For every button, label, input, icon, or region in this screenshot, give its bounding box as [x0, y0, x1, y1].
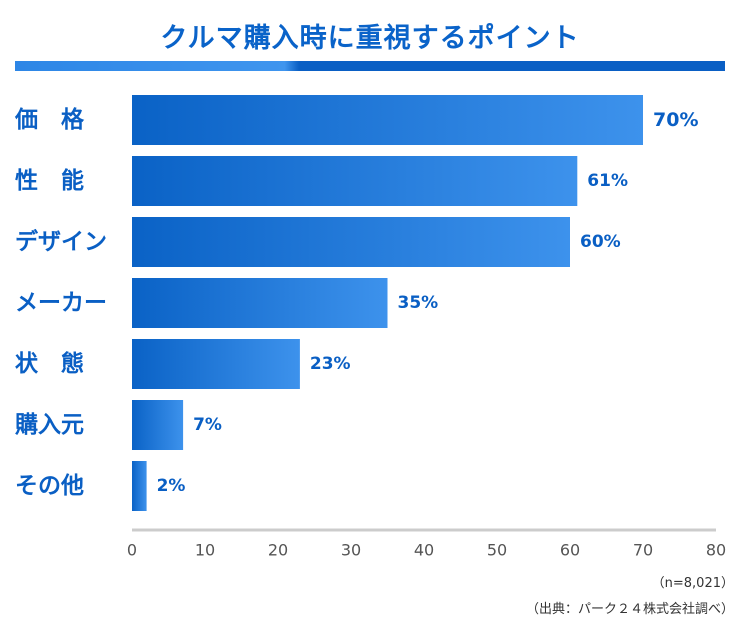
bar — [132, 278, 388, 328]
data-label: 7% — [193, 415, 222, 435]
data-label: 70% — [653, 109, 698, 131]
x-tick-label: 70 — [633, 541, 653, 560]
chart-title: クルマ購入時に重視するポイント — [160, 23, 580, 54]
bar — [132, 400, 184, 450]
source-note: （出典：パーク２４株式会社調べ） — [525, 602, 734, 617]
bar — [132, 461, 147, 511]
data-label: 60% — [580, 232, 621, 252]
x-tick-label: 40 — [414, 541, 434, 560]
data-label: 35% — [398, 293, 439, 313]
title-underline — [15, 61, 725, 71]
data-label: 2% — [157, 476, 186, 496]
data-label: 23% — [310, 354, 351, 374]
bar — [132, 95, 643, 145]
category-label: デザイン — [15, 228, 107, 255]
category-label: その他 — [15, 473, 84, 499]
category-label: 価 格 — [14, 106, 85, 133]
data-label: 61% — [587, 171, 628, 191]
x-tick-label: 80 — [706, 541, 726, 560]
sample-size-note: （n=8,021） — [651, 576, 734, 591]
x-tick-label: 20 — [268, 541, 288, 560]
x-tick-label: 30 — [341, 541, 361, 560]
category-label: 状 態 — [15, 350, 84, 377]
x-tick-label: 10 — [195, 541, 215, 560]
bar — [132, 339, 300, 389]
x-tick-label: 0 — [127, 541, 137, 560]
bar — [132, 217, 570, 267]
bar — [132, 156, 578, 206]
bar-chart: 価 格 70% 性 能 61% デザイン 60% メーカー 35% 状 態 23% 購入元 7% その他… — [14, 95, 726, 560]
category-label: 購入元 — [15, 412, 84, 438]
x-tick-label: 50 — [487, 541, 507, 560]
x-tick-label: 60 — [560, 541, 580, 560]
category-label: メーカー — [15, 290, 107, 316]
category-label: 性 能 — [15, 167, 84, 194]
